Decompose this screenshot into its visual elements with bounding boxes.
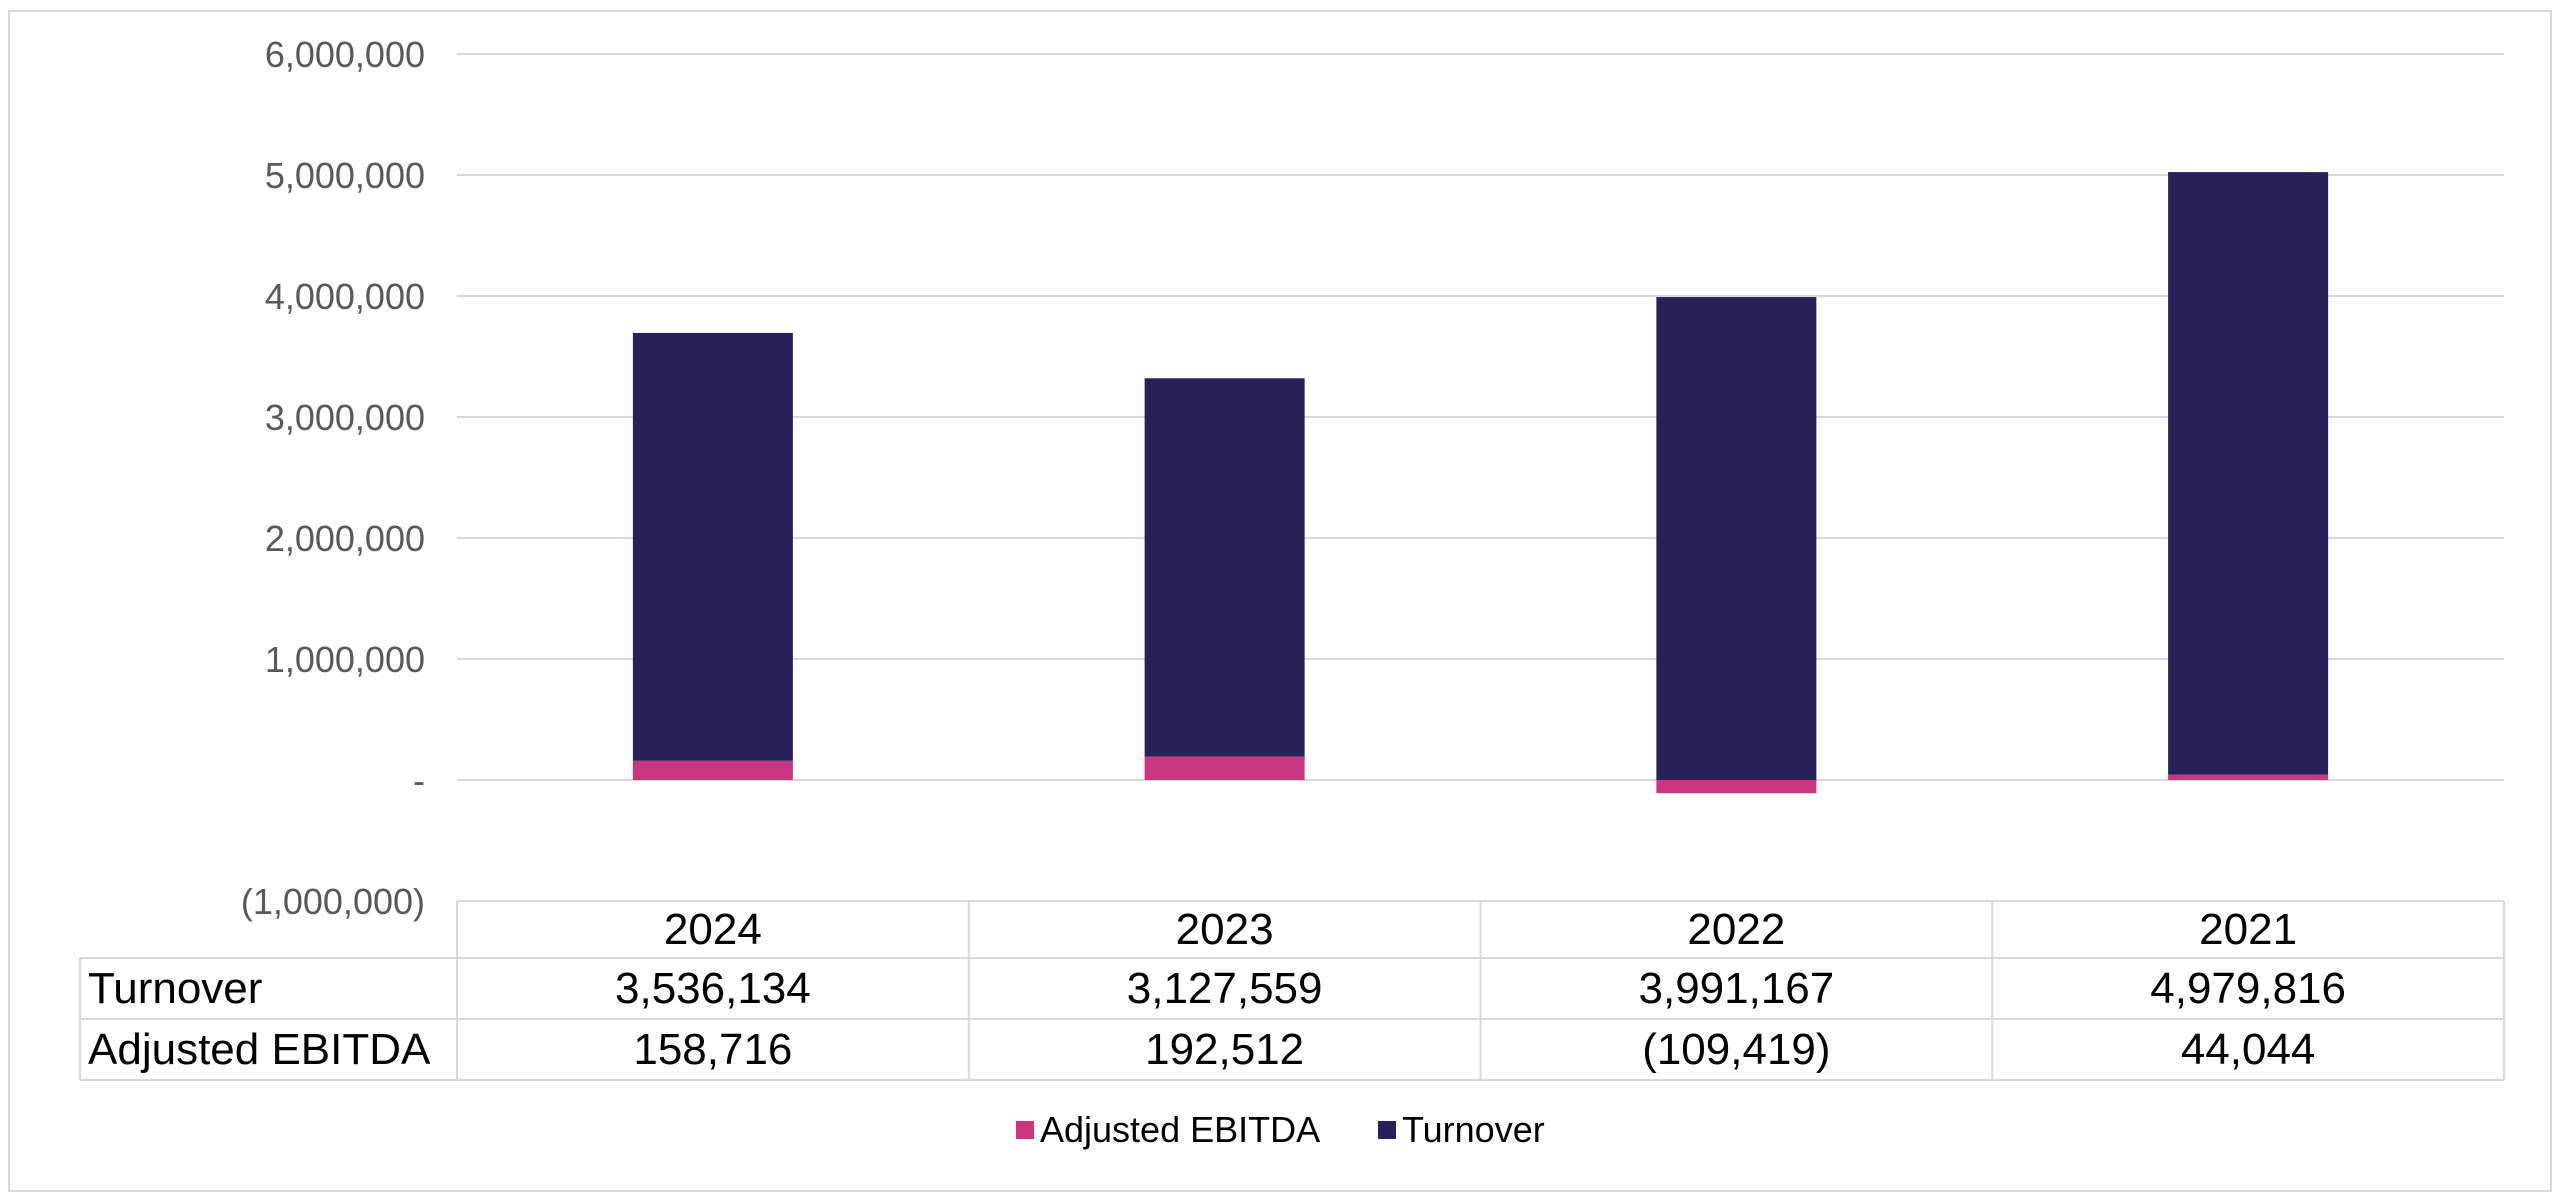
bar-adjusted-ebitda-2021[interactable]: [2168, 774, 2329, 780]
bar-turnover-2023[interactable]: [1144, 378, 1305, 757]
table-cell-turnover-2023: 3,127,559: [1127, 964, 1323, 1013]
table-row-label-adjusted-ebitda: Adjusted EBITDA: [88, 1025, 431, 1074]
table-cell-adjusted-ebitda-2022: (109,419): [1642, 1025, 1830, 1074]
table-cell-adjusted-ebitda-2023: 192,512: [1145, 1025, 1304, 1074]
y-tick-label-4: 2,000,000: [265, 518, 425, 559]
legend-swatch-turnover: [1378, 1121, 1396, 1139]
y-tick-label-7: (1,000,000): [241, 881, 425, 922]
y-tick-label-0: 6,000,000: [265, 34, 425, 75]
table-header-2024: 2024: [664, 905, 762, 954]
y-tick-label-2: 4,000,000: [265, 276, 425, 317]
table-header-2021: 2021: [2199, 905, 2297, 954]
y-tick-label-5: 1,000,000: [265, 639, 425, 680]
table-cell-turnover-2021: 4,979,816: [2150, 964, 2346, 1013]
y-tick-label-3: 3,000,000: [265, 397, 425, 438]
table-header-2022: 2022: [1687, 905, 1785, 954]
bar-adjusted-ebitda-2024[interactable]: [632, 760, 793, 780]
y-tick-label-1: 5,000,000: [265, 155, 425, 196]
table-row-label-turnover: Turnover: [88, 964, 262, 1013]
bar-turnover-2022[interactable]: [1656, 297, 1817, 780]
table-cell-turnover-2022: 3,991,167: [1639, 964, 1835, 1013]
bar-adjusted-ebitda-2022[interactable]: [1656, 780, 1817, 794]
bar-turnover-2024[interactable]: [632, 332, 793, 761]
table-cell-turnover-2024: 3,536,134: [615, 964, 811, 1013]
table-cell-adjusted-ebitda-2021: 44,044: [2181, 1025, 2316, 1074]
table-header-2023: 2023: [1176, 905, 1274, 954]
y-tick-label-6: -: [413, 760, 425, 801]
bar-turnover-2021[interactable]: [2168, 172, 2329, 775]
bar-adjusted-ebitda-2023[interactable]: [1144, 756, 1305, 780]
legend-label-turnover: Turnover: [1402, 1109, 1545, 1150]
legend-swatch-adjusted-ebitda: [1016, 1121, 1034, 1139]
table-cell-adjusted-ebitda-2024: 158,716: [633, 1025, 792, 1074]
legend-label-adjusted-ebitda: Adjusted EBITDA: [1040, 1109, 1320, 1150]
